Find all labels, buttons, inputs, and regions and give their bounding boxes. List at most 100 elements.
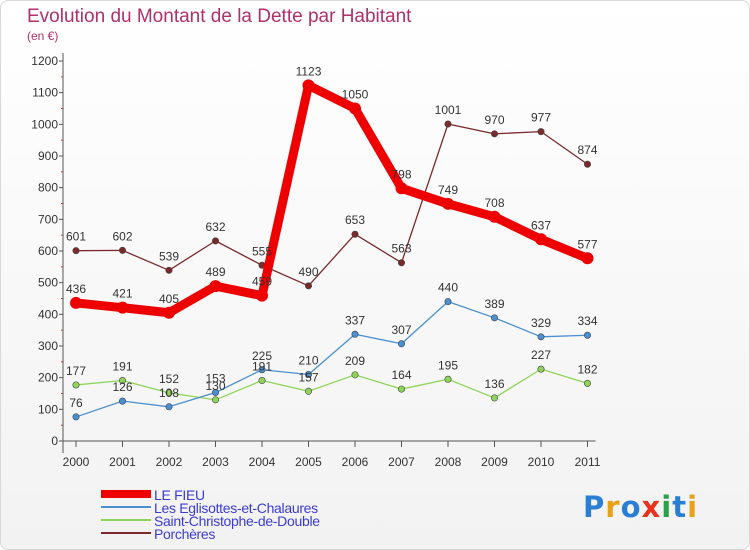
chart-title: Evolution du Montant de la Dette par Hab… <box>27 6 412 27</box>
series-line-2 <box>75 368 589 401</box>
y-tick-label: 400 <box>38 307 58 321</box>
data-label: 749 <box>438 183 458 197</box>
data-label: 440 <box>438 281 458 295</box>
data-labels: 601 602 539 632 555 490 653 563 1001 970 977 874 177… <box>66 64 598 410</box>
y-tick-label: 1200 <box>31 54 58 68</box>
data-point <box>258 366 266 374</box>
data-label: 798 <box>391 167 411 181</box>
data-point <box>304 387 312 395</box>
y-tick-label: 1100 <box>32 86 58 100</box>
data-point <box>165 266 173 274</box>
data-label: 209 <box>345 354 365 368</box>
x-tick-label: 2004 <box>249 455 276 469</box>
x-tick-label: 2006 <box>342 455 369 469</box>
data-label: 601 <box>66 230 86 244</box>
y-tick-label: 100 <box>38 402 58 416</box>
data-label: 195 <box>438 358 458 372</box>
data-point <box>304 370 312 378</box>
series-layer <box>70 79 594 421</box>
data-label: 389 <box>484 297 504 311</box>
data-label: 490 <box>298 265 318 279</box>
logo-letter: t <box>672 490 688 524</box>
data-point <box>212 389 220 397</box>
data-label: 227 <box>531 348 551 362</box>
x-tick-label: 2010 <box>528 455 555 469</box>
data-label: 1001 <box>435 103 462 117</box>
data-label: 632 <box>205 220 225 234</box>
data-label: 602 <box>112 229 132 243</box>
y-tick-label: 0 <box>51 434 58 448</box>
data-label: 977 <box>531 111 551 125</box>
data-point <box>72 413 80 421</box>
data-point <box>256 289 268 302</box>
data-label: 637 <box>531 218 551 232</box>
data-point <box>535 233 547 246</box>
x-tick-label: 2007 <box>388 455 415 469</box>
data-label: 334 <box>577 314 597 328</box>
data-label: 164 <box>391 368 411 382</box>
logo-letter: i <box>661 490 673 524</box>
data-label: 1123 <box>296 64 322 78</box>
logo-letter: P <box>583 490 606 524</box>
y-tick-label: 1000 <box>31 117 58 131</box>
data-label: 182 <box>577 362 597 376</box>
data-label: 152 <box>159 372 179 386</box>
data-point <box>349 102 361 115</box>
y-tick-label: 900 <box>38 149 58 163</box>
data-point <box>209 280 222 293</box>
logo-letter: x <box>641 490 662 524</box>
data-point <box>488 210 501 223</box>
x-tick-label: 2011 <box>575 455 601 469</box>
data-label: 708 <box>484 196 504 210</box>
data-label: 153 <box>205 372 225 386</box>
data-point <box>212 237 220 245</box>
proxiti-logo: Proxiti <box>583 490 698 524</box>
data-label: 191 <box>112 360 132 374</box>
data-point <box>397 385 405 393</box>
y-tick-label: 300 <box>38 339 58 353</box>
data-point <box>537 333 545 341</box>
x-tick-label: 2000 <box>63 455 90 469</box>
data-point <box>304 282 312 290</box>
data-point <box>444 298 452 306</box>
data-point <box>444 375 452 383</box>
data-point <box>444 120 452 128</box>
y-tick-label: 200 <box>38 371 58 385</box>
data-point <box>163 306 175 319</box>
logo-letter: r <box>605 490 621 524</box>
data-point <box>119 397 127 405</box>
data-point <box>490 314 498 322</box>
legend-label: Les Eglisottes-et-Chalaures <box>154 500 318 516</box>
data-point <box>583 160 591 168</box>
series-line-0 <box>71 80 592 318</box>
legend-swatch <box>101 532 151 534</box>
legend-swatch <box>101 519 151 521</box>
data-point <box>351 230 359 238</box>
data-label: 307 <box>391 323 411 337</box>
legend-label: LE FIEU <box>154 487 205 503</box>
x-tick-label: 2002 <box>156 455 183 469</box>
legend-label: Saint-Christophe-de-Double <box>154 513 320 529</box>
data-point <box>490 130 498 138</box>
data-point <box>119 246 127 254</box>
data-label: 126 <box>112 380 132 394</box>
data-point <box>119 377 127 385</box>
y-tick-label: 500 <box>38 276 58 290</box>
x-tick-label: 2003 <box>202 455 229 469</box>
data-point <box>442 197 454 210</box>
data-label: 157 <box>298 370 318 384</box>
x-tick-label: 2001 <box>109 455 136 469</box>
series-line-3 <box>75 123 589 287</box>
data-point <box>212 396 220 404</box>
data-label: 225 <box>252 349 272 363</box>
data-label: 337 <box>345 313 365 327</box>
y-tick-label: 800 <box>38 181 58 195</box>
logo-letter: o <box>620 490 642 524</box>
logo-letter: i <box>687 490 699 524</box>
data-point <box>490 394 498 402</box>
data-label: 130 <box>205 379 225 393</box>
data-point <box>583 379 591 387</box>
data-point <box>165 389 173 397</box>
